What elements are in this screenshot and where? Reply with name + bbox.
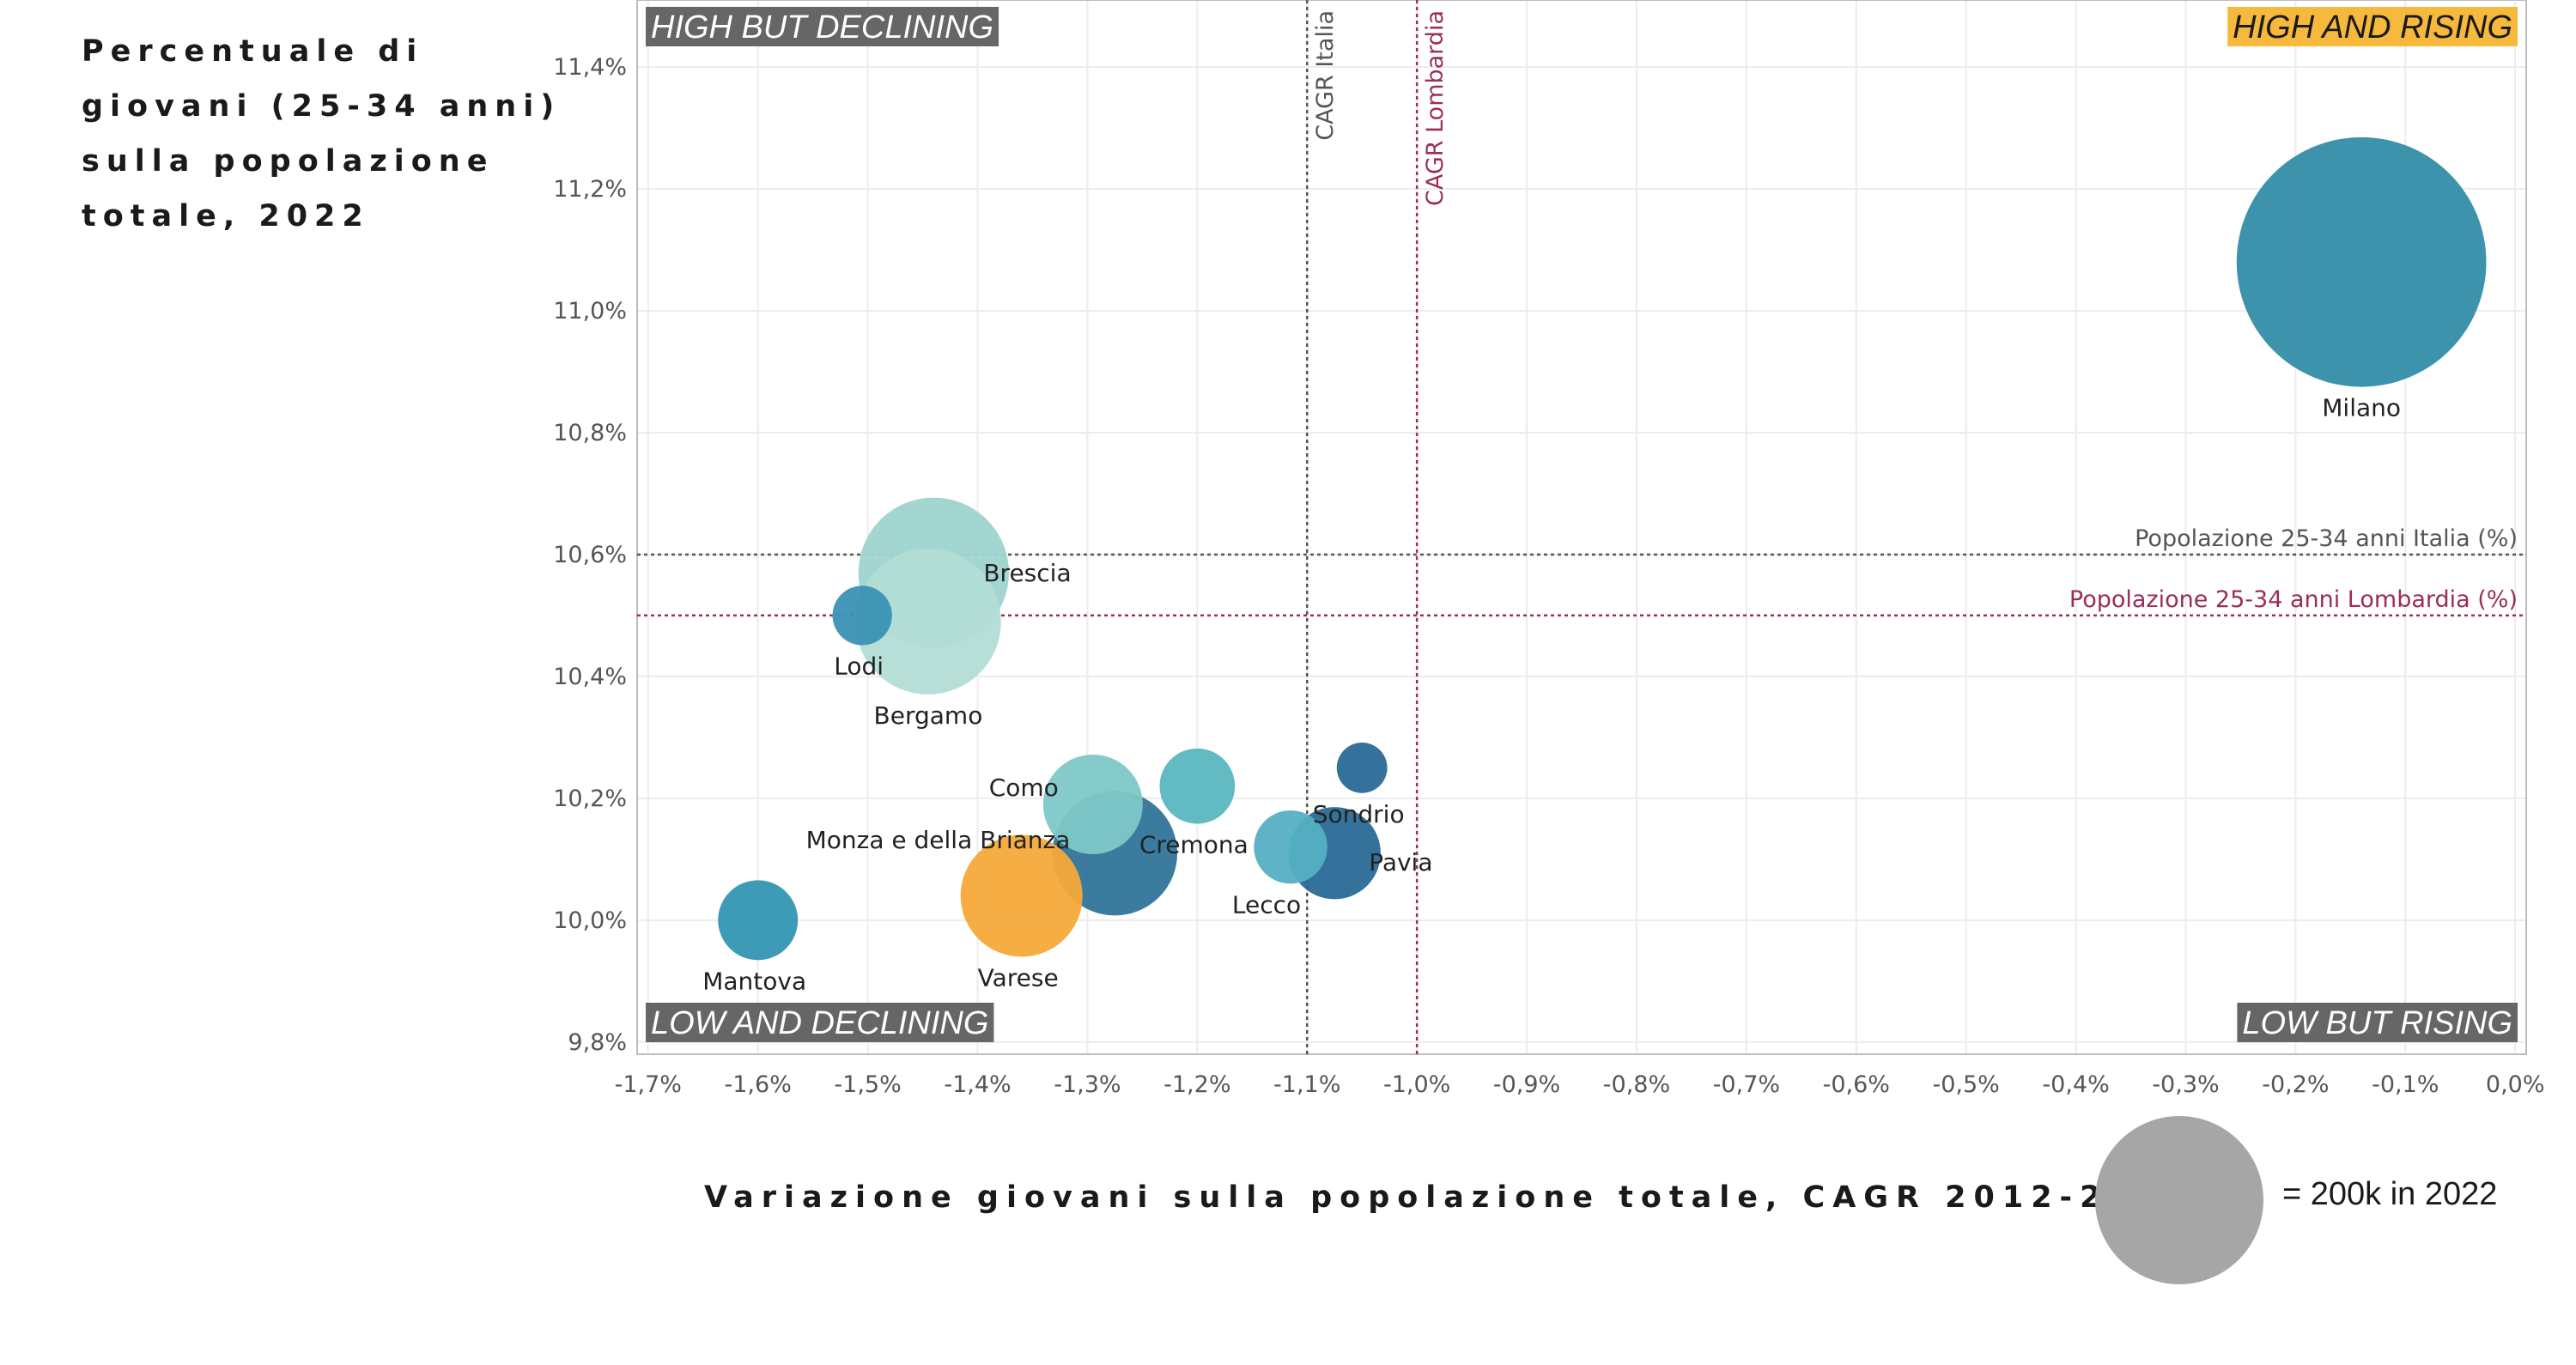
quadrant-tag-background xyxy=(2237,1003,2518,1042)
bubble-point xyxy=(2236,136,2487,387)
size-legend-circle xyxy=(2095,1116,2263,1284)
x-tick-label: -0,5% xyxy=(1933,1071,2000,1098)
x-tick-label: -1,0% xyxy=(1383,1071,1450,1098)
reference-line-label: CAGR Lombardia xyxy=(1422,10,1449,206)
bubble-point xyxy=(1254,810,1327,884)
y-tick-label: 10,4% xyxy=(553,664,627,690)
x-tick-label: -1,4% xyxy=(944,1071,1011,1098)
x-tick-label: -0,3% xyxy=(2152,1071,2219,1098)
x-tick-label: -0,7% xyxy=(1713,1071,1780,1098)
y-tick-label: 10,2% xyxy=(553,786,627,812)
bubble-point xyxy=(718,880,799,961)
reference-line-label: CAGR Italia xyxy=(1312,10,1339,141)
x-tick-label: -1,2% xyxy=(1163,1071,1230,1098)
quadrant-tag: HIGH AND RISING xyxy=(2227,7,2518,46)
point-label: Varese xyxy=(978,963,1059,992)
quadrant-tag: LOW BUT RISING xyxy=(2237,1003,2518,1042)
bubble-point xyxy=(960,834,1083,957)
x-tick-label: -0,4% xyxy=(2042,1071,2109,1098)
point-label: Brescia xyxy=(983,559,1071,587)
x-tick-label: -1,7% xyxy=(615,1071,682,1098)
point-label: Lodi xyxy=(834,652,884,681)
quadrant-tag-background xyxy=(646,1003,994,1042)
point-label: Cremona xyxy=(1139,831,1249,859)
reference-line-label: Popolazione 25-34 anni Lombardia (%) xyxy=(2069,586,2518,613)
point-label: Monza e della Brianza xyxy=(806,826,1071,854)
point-label: Como xyxy=(989,774,1059,802)
quadrant-tag: LOW AND DECLINING xyxy=(646,1003,994,1042)
quadrant-tag-background xyxy=(646,7,999,46)
bubble-point xyxy=(855,549,1001,695)
bubble-point xyxy=(1042,754,1143,854)
y-axis-title: Percentuale di giovani (25-34 anni) sull… xyxy=(82,34,562,234)
x-tick-label: -0,1% xyxy=(2372,1071,2439,1098)
x-tick-label: 0,0% xyxy=(2486,1071,2545,1098)
quadrant-label: HIGH BUT DECLINING xyxy=(651,9,993,46)
y-tick-label: 10,8% xyxy=(553,420,627,446)
quadrant-label: LOW AND DECLINING xyxy=(651,1005,988,1041)
y-tick-label: 10,0% xyxy=(553,907,627,934)
quadrant-tag-background xyxy=(2227,7,2518,46)
x-tick-label: -1,6% xyxy=(725,1071,792,1098)
x-tick-label: -0,9% xyxy=(1493,1071,1560,1098)
reference-line-label: Popolazione 25-34 anni Italia (%) xyxy=(2135,525,2518,552)
x-tick-label: -0,2% xyxy=(2262,1071,2329,1098)
size-legend: = 200k in 2022 xyxy=(2095,1116,2542,1288)
point-label: Milano xyxy=(2322,394,2401,422)
quadrant-tag: HIGH BUT DECLINING xyxy=(646,7,999,46)
point-label: Sondrio xyxy=(1313,800,1405,828)
y-tick-label: 9,8% xyxy=(568,1029,627,1056)
quadrant-label: LOW BUT RISING xyxy=(2242,1005,2512,1041)
y-tick-label: 11,4% xyxy=(553,54,627,81)
y-tick-label: 11,2% xyxy=(553,176,627,203)
quadrant-label: HIGH AND RISING xyxy=(2233,9,2512,46)
x-tick-label: -1,3% xyxy=(1054,1071,1121,1098)
y-tick-label: 11,0% xyxy=(553,298,627,325)
x-tick-label: -0,6% xyxy=(1823,1071,1890,1098)
point-label: Bergamo xyxy=(874,701,983,730)
point-label: Mantova xyxy=(702,967,806,995)
y-tick-label: 10,6% xyxy=(553,542,627,568)
plot-frame xyxy=(636,0,2527,1055)
x-tick-label: -1,5% xyxy=(834,1071,901,1098)
x-tick-label: -0,8% xyxy=(1603,1071,1670,1098)
bubble-point xyxy=(1159,748,1236,824)
size-legend-label: = 200k in 2022 xyxy=(2282,1176,2498,1212)
x-axis-title: Variazione giovani sulla popolazione tot… xyxy=(704,1180,2195,1215)
point-label: Pavia xyxy=(1369,848,1432,877)
x-tick-label: -1,1% xyxy=(1273,1071,1340,1098)
point-label: Lecco xyxy=(1232,890,1301,919)
bubble-point xyxy=(832,585,892,646)
bubble-point xyxy=(1336,742,1388,793)
